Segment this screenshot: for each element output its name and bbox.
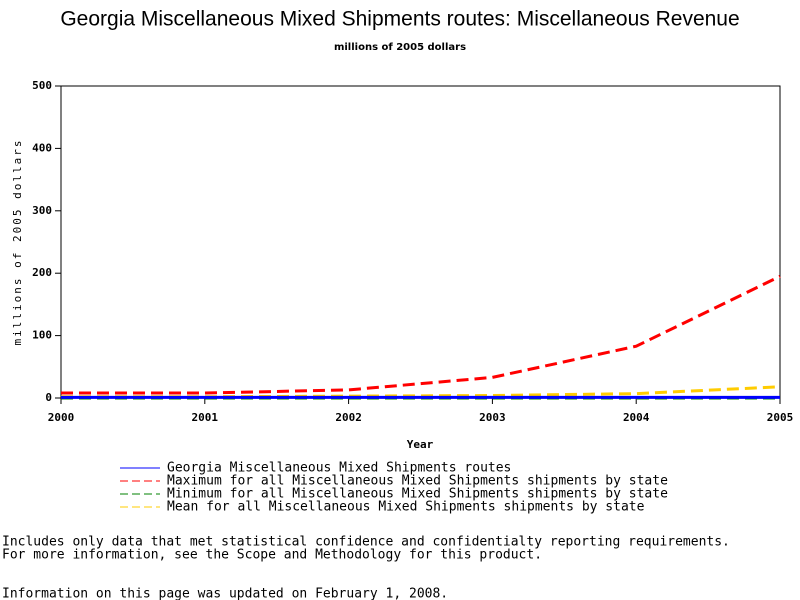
plot-frame xyxy=(60,85,781,399)
series-line xyxy=(61,274,781,395)
y-tick-label: 500 xyxy=(32,79,52,92)
footnote: Information on this page was updated on … xyxy=(2,587,448,600)
y-tick-label: 200 xyxy=(32,266,52,279)
y-tick-label: 100 xyxy=(32,329,52,342)
chart-subtitle: millions of 2005 dollars xyxy=(334,42,466,53)
y-axis-label: millions of 2005 dollars xyxy=(11,139,24,346)
footnote: For more information, see the Scope and … xyxy=(2,548,542,563)
legend-label: Maximum for all Miscellaneous Mixed Ship… xyxy=(167,474,668,489)
legend-label: Minimum for all Miscellaneous Mixed Ship… xyxy=(167,487,668,502)
legend-label: Mean for all Miscellaneous Mixed Shipmen… xyxy=(167,500,645,515)
x-tick-label: 2002 xyxy=(335,411,362,424)
footnote: Includes only data that met statistical … xyxy=(2,535,730,550)
chart-title: Georgia Miscellaneous Mixed Shipments ro… xyxy=(60,8,739,31)
y-tick-label: 400 xyxy=(32,141,52,154)
x-tick-label: 2003 xyxy=(479,411,506,424)
series-line xyxy=(61,385,781,399)
x-tick-label: 2005 xyxy=(767,411,794,424)
x-tick-label: 2004 xyxy=(623,411,650,424)
x-tick-label: 2001 xyxy=(192,411,219,424)
x-axis-label: Year xyxy=(407,438,434,451)
y-tick-label: 0 xyxy=(45,391,52,404)
y-tick-label: 300 xyxy=(32,204,52,217)
x-tick-label: 2000 xyxy=(48,411,75,424)
legend-label: Georgia Miscellaneous Mixed Shipments ro… xyxy=(167,461,511,476)
